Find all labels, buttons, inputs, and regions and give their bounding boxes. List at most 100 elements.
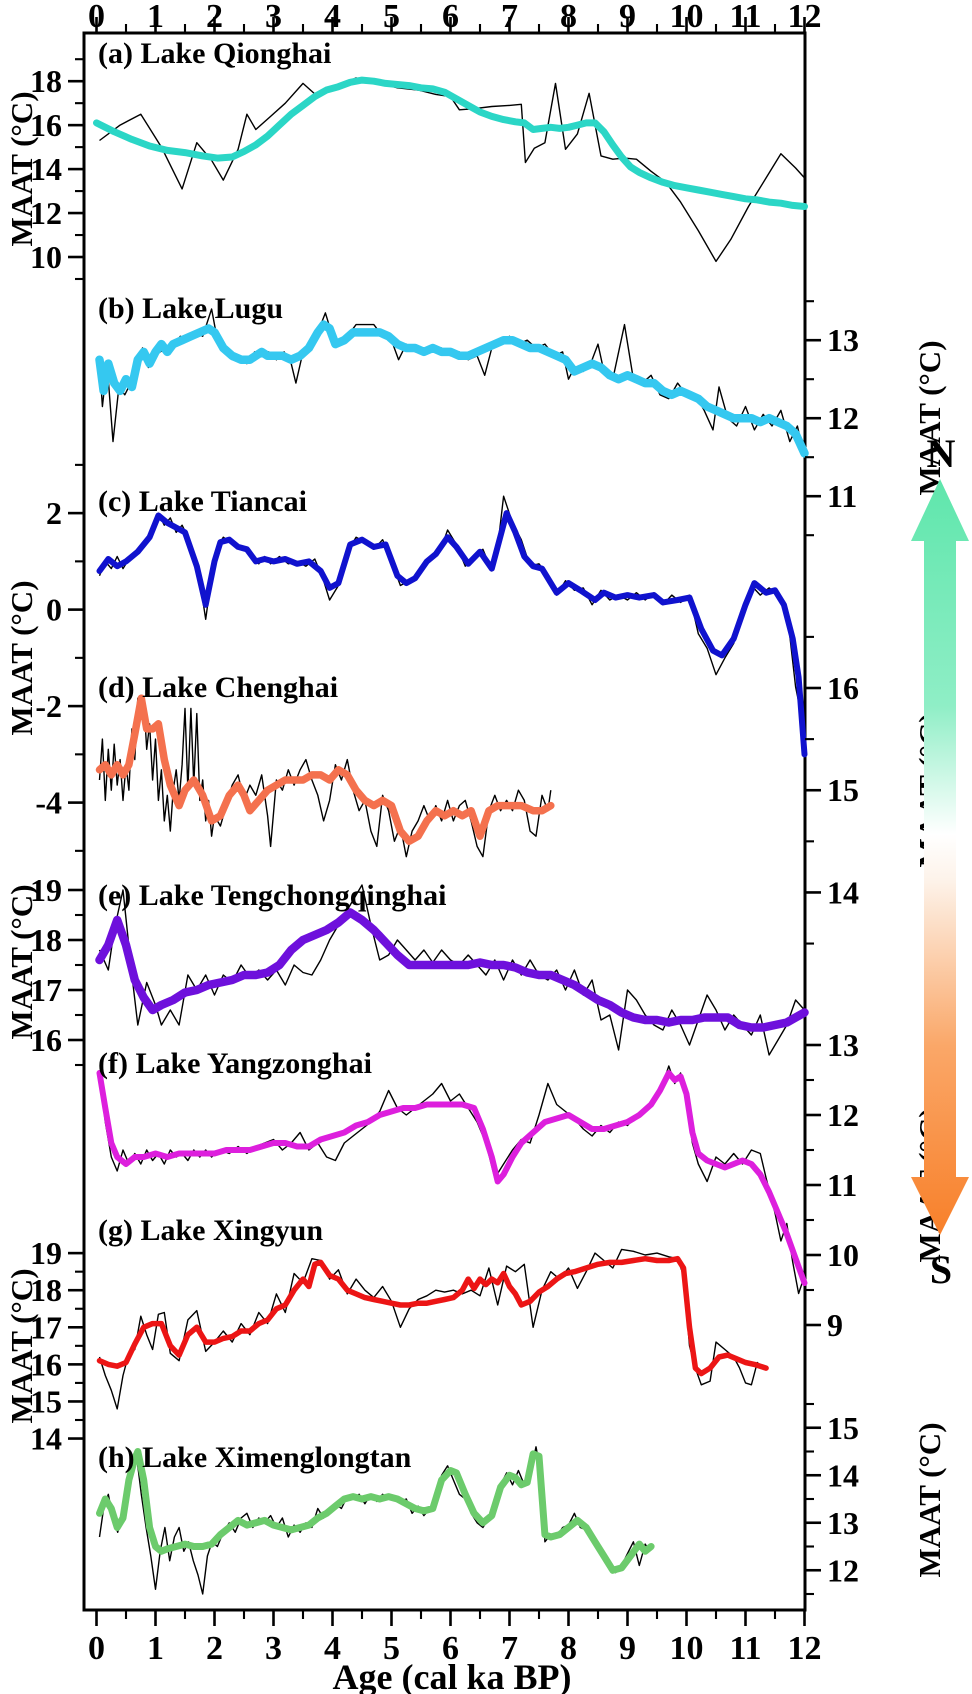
y-tick-label: 15: [827, 1410, 859, 1446]
lake-chenghai-smooth-line: [95, 694, 555, 846]
y-tick-label: 12: [30, 195, 62, 231]
panel-h-lake-ximenglongtan: 15 14 13 12: [96, 1402, 859, 1596]
x-tick-label: 7: [501, 0, 518, 35]
lake-yangzonghai-smooth-line: [96, 1070, 808, 1286]
y-tick-label: 12: [827, 400, 859, 436]
panel-g-title: (g) Lake Xingyun: [98, 1214, 323, 1247]
y-tick-label: 13: [827, 1505, 859, 1541]
y-tick-label: 16: [827, 670, 859, 706]
panel-e-title: (e) Lake Tengchongqinghai: [98, 879, 446, 912]
north-label: N: [927, 431, 956, 476]
y-tick-label: 10: [827, 1237, 859, 1273]
y-tick-label: 17: [30, 1309, 62, 1345]
x-tick-label: 0: [88, 0, 105, 35]
y-tick-label: 16: [30, 1346, 62, 1382]
x-tick-label: 9: [619, 1630, 636, 1667]
x-tick-label: 8: [560, 0, 577, 35]
x-tick-label: 9: [619, 0, 636, 35]
axis-title-h: MAAT (°C): [912, 1422, 947, 1577]
north-south-gradient-arrow: N S: [911, 431, 969, 1292]
lake-yangzonghai-raw-line: [98, 1065, 806, 1295]
x-tick-label: 12: [788, 1630, 822, 1667]
panel-e-lake-tengchongqinghai: 19 18 17 16: [30, 872, 809, 1067]
panel-b-title: (b) Lake Lugu: [98, 292, 283, 325]
lake-xingyun-smooth-line: [96, 1255, 769, 1377]
y-tick-label: 11: [827, 1167, 857, 1203]
y-tick-label: 13: [827, 1027, 859, 1063]
x-tick-label: 3: [265, 0, 282, 35]
x-tick-label: 10: [670, 0, 704, 35]
x-tick-label: 4: [324, 0, 341, 35]
x-tick-label: 8: [560, 1630, 577, 1667]
axis-title-g: MAAT (°C): [4, 1268, 39, 1423]
y-tick-label: 18: [30, 63, 62, 99]
x-tick-label: 5: [383, 0, 400, 35]
x-tick-label: 2: [206, 0, 223, 35]
y-tick-label: 16: [30, 1022, 62, 1058]
y-tick-label: 10: [30, 239, 62, 275]
x-tick-label: 6: [442, 0, 459, 35]
lake-tiancai-smooth-line: [96, 510, 808, 758]
panel-f-title: (f) Lake Yangzonghai: [98, 1047, 372, 1080]
y-tick-label: 14: [30, 1421, 62, 1457]
y-tick-label: 18: [30, 1272, 62, 1308]
panel-c-title: (c) Lake Tiancai: [98, 485, 307, 518]
y-tick-label: 12: [827, 1552, 859, 1588]
x-axis-title: Age (cal ka BP): [333, 1657, 572, 1694]
y-tick-label: 17: [30, 972, 62, 1008]
y-tick-label: 2: [46, 495, 62, 531]
x-tick-label: 6: [442, 1630, 459, 1667]
axis-title-c: MAAT (°C): [4, 580, 39, 735]
x-tick-label: 2: [206, 1630, 223, 1667]
south-label: S: [930, 1247, 952, 1292]
y-tick-label: 0: [46, 592, 62, 628]
y-tick-label: 18: [30, 922, 62, 958]
x-tick-label: 11: [729, 1630, 761, 1667]
axis-title-b: MAAT (°C): [912, 340, 947, 495]
x-tick-label: 0: [88, 1630, 105, 1667]
y-tick-label: 13: [827, 322, 859, 358]
y-tick-label: 14: [827, 1457, 859, 1493]
y-tick-label: -2: [35, 688, 62, 724]
y-tick-label: 15: [30, 1383, 62, 1419]
panel-d-title: (d) Lake Chenghai: [98, 671, 338, 704]
x-tick-label: 1: [147, 0, 164, 35]
lake-qionghai-smooth-line: [93, 76, 808, 210]
panel-b-lake-lugu: 13 12 11: [95, 300, 859, 537]
x-tick-label: 7: [501, 1630, 518, 1667]
panel-c-lake-tiancai: 2 0 -2 -4: [35, 463, 808, 852]
x-tick-label: 12: [788, 0, 822, 35]
x-tick-label: 4: [324, 1630, 341, 1667]
y-tick-label: 9: [827, 1307, 843, 1343]
x-tick-label: 5: [383, 1630, 400, 1667]
y-tick-label: 15: [827, 772, 859, 808]
lake-ximenglongtan-smooth-line: [96, 1448, 655, 1574]
y-tick-label: -4: [35, 785, 62, 821]
lake-qionghai-raw-line: [99, 77, 806, 263]
panel-f-lake-yangzonghai: 13 12 11 10 9: [96, 1027, 859, 1343]
panel-d-lake-chenghai: 16 15 14: [95, 635, 859, 945]
axis-title-a: MAAT (°C): [4, 91, 39, 246]
y-tick-label: 19: [30, 1235, 62, 1271]
x-tick-label: 11: [729, 0, 761, 35]
axis-title-e: MAAT (°C): [4, 884, 39, 1039]
lake-chenghai-raw-line: [98, 697, 552, 858]
lake-tengchongqinghai-smooth-line: [95, 908, 809, 1032]
y-tick-label: 16: [30, 107, 62, 143]
plot-frame: [82, 31, 807, 1612]
y-tick-label: 14: [827, 874, 859, 910]
panel-a-lake-qionghai: 18 16 14 12 10: [30, 58, 808, 281]
x-tick-label: 1: [147, 1630, 164, 1667]
y-tick-label: 14: [30, 151, 62, 187]
panel-h-title: (h) Lake Ximenglongtan: [98, 1441, 412, 1474]
y-tick-label: 19: [30, 872, 62, 908]
y-tick-label: 11: [827, 478, 857, 514]
panel-a-title: (a) Lake Qionghai: [98, 37, 331, 70]
y-tick-label: 12: [827, 1097, 859, 1133]
x-tick-label: 10: [670, 1630, 704, 1667]
north-south-arrow-shape: [911, 479, 969, 1235]
x-tick-label: 3: [265, 1630, 282, 1667]
